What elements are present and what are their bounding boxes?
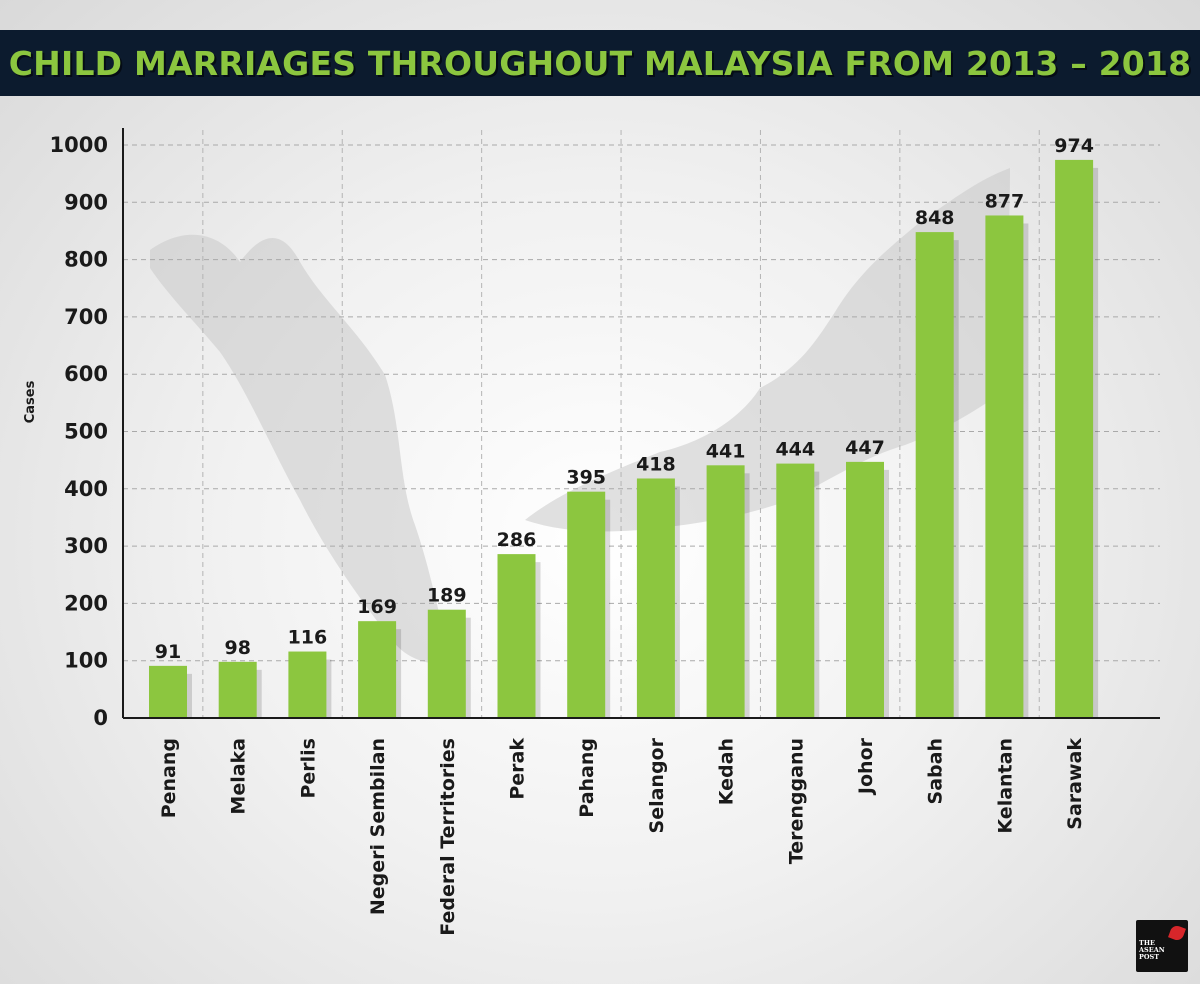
bar-12 — [985, 215, 1024, 718]
y-tick-label-3: 300 — [64, 534, 108, 558]
peninsula-silhouette — [150, 234, 452, 664]
category-label-5: Perak — [507, 738, 529, 800]
bar-4 — [427, 609, 466, 718]
category-label-12: Kelantan — [994, 738, 1016, 834]
y-tick-label-0: 0 — [93, 706, 108, 730]
chart-title: CHILD MARRIAGES THROUGHOUT MALAYSIA FROM… — [8, 43, 1192, 83]
y-tick-label-6: 600 — [64, 362, 108, 386]
category-label-9: Terengganu — [785, 738, 807, 864]
data-label-9: 444 — [775, 439, 815, 461]
y-tick-label-1: 100 — [64, 649, 108, 673]
data-label-0: 91 — [155, 641, 181, 663]
category-label-8: Kedah — [716, 738, 738, 805]
category-label-11: Sabah — [925, 738, 947, 804]
logo-text: THE ASEAN POST — [1139, 939, 1165, 961]
bar-11 — [915, 232, 954, 718]
category-label-7: Selangor — [646, 737, 668, 833]
data-label-10: 447 — [845, 437, 885, 459]
bar-2 — [288, 651, 327, 718]
bar-1 — [218, 661, 257, 718]
data-label-1: 98 — [224, 637, 250, 659]
y-tick-label-8: 800 — [64, 248, 108, 272]
category-label-6: Pahang — [576, 738, 598, 818]
bar-9 — [776, 463, 815, 718]
bar-10 — [846, 461, 884, 718]
y-tick-label-9: 900 — [64, 190, 108, 214]
y-tick-label-10: 1000 — [50, 133, 108, 157]
chart-labels: 91 Penang 98 Melaka 116 Perlis 169 Negeri Sembi… — [155, 135, 1094, 936]
bar-3 — [358, 621, 397, 718]
data-label-11: 848 — [915, 207, 955, 229]
data-label-12: 877 — [985, 190, 1025, 212]
category-label-0: Penang — [158, 738, 180, 818]
category-label-4: Federal Territories — [437, 738, 459, 936]
bar-13 — [1055, 159, 1094, 718]
y-axis-label: Cases — [23, 380, 38, 423]
y-tick-label-5: 500 — [64, 420, 108, 444]
data-label-2: 116 — [288, 627, 328, 649]
bar-7 — [636, 478, 675, 718]
category-label-3: Negeri Sembilan — [367, 738, 389, 915]
data-label-5: 286 — [497, 529, 537, 551]
data-label-6: 395 — [566, 467, 606, 489]
chart-axes: 0 100 200 300 400 500 600 700 800 900 1000 Cases — [23, 128, 1160, 730]
title-bar: CHILD MARRIAGES THROUGHOUT MALAYSIA FROM… — [0, 30, 1200, 96]
malaysia-map-silhouette — [150, 168, 1010, 664]
y-tick-label-2: 200 — [64, 591, 108, 615]
logo-bird-icon — [1168, 924, 1186, 942]
data-label-4: 189 — [427, 585, 467, 607]
category-label-2: Perlis — [297, 738, 319, 799]
bar-5 — [497, 554, 536, 718]
data-label-7: 418 — [636, 453, 676, 475]
bar-6 — [567, 491, 606, 718]
chart-bars — [149, 159, 1099, 718]
y-tick-label-7: 700 — [64, 305, 108, 329]
bar-0 — [149, 665, 187, 718]
the-asean-post-logo: THE ASEAN POST — [1136, 920, 1188, 972]
bar-8 — [706, 465, 745, 718]
data-label-3: 169 — [357, 596, 397, 618]
data-label-8: 441 — [706, 440, 746, 462]
data-label-13: 974 — [1054, 135, 1094, 157]
category-label-13: Sarawak — [1064, 738, 1086, 830]
category-label-1: Melaka — [228, 738, 250, 815]
borneo-silhouette — [525, 168, 1010, 532]
category-label-10: Johor — [855, 737, 877, 796]
y-tick-label-4: 400 — [64, 477, 108, 501]
